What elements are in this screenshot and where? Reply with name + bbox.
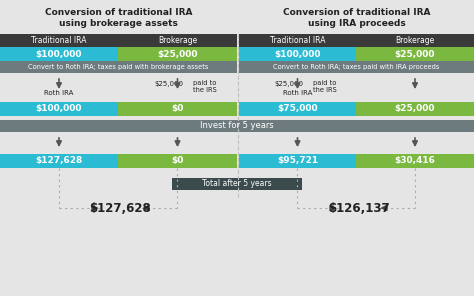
Text: $100,000: $100,000 — [36, 49, 82, 59]
Text: $25,000: $25,000 — [395, 104, 435, 113]
Bar — [0, 34, 118, 47]
Text: $25,000: $25,000 — [274, 81, 303, 87]
Bar — [356, 154, 474, 168]
Bar — [118, 154, 237, 168]
Text: Roth IRA: Roth IRA — [283, 90, 312, 96]
Bar — [356, 102, 474, 116]
Text: $100,000: $100,000 — [274, 49, 321, 59]
Text: $126,137: $126,137 — [328, 202, 389, 215]
Text: $30,416: $30,416 — [394, 157, 436, 165]
Text: $95,721: $95,721 — [277, 157, 318, 165]
Bar — [118, 47, 237, 61]
Text: paid to
the IRS: paid to the IRS — [313, 80, 337, 92]
Text: $127,628: $127,628 — [36, 157, 82, 165]
Text: Roth IRA: Roth IRA — [44, 90, 73, 96]
Text: Traditional IRA: Traditional IRA — [31, 36, 87, 45]
Text: Conversion of traditional IRA
using IRA proceeds: Conversion of traditional IRA using IRA … — [283, 8, 430, 28]
Bar — [239, 102, 356, 116]
Text: $0: $0 — [171, 157, 184, 165]
Text: $75,000: $75,000 — [277, 104, 318, 113]
Bar — [356, 34, 474, 47]
Text: $100,000: $100,000 — [36, 104, 82, 113]
Text: Brokerage: Brokerage — [395, 36, 435, 45]
Bar — [0, 120, 474, 132]
Text: Brokerage: Brokerage — [158, 36, 197, 45]
Bar — [172, 178, 302, 190]
Bar — [239, 61, 474, 73]
Bar — [0, 154, 118, 168]
Text: $25,000: $25,000 — [395, 49, 435, 59]
Text: $127,628: $127,628 — [90, 202, 151, 215]
Text: paid to
the IRS: paid to the IRS — [193, 80, 217, 92]
Text: Convert to Roth IRA; taxes paid with IRA proceeds: Convert to Roth IRA; taxes paid with IRA… — [273, 64, 440, 70]
Text: $0: $0 — [171, 104, 184, 113]
Text: $25,000: $25,000 — [154, 81, 183, 87]
Bar — [118, 102, 237, 116]
Bar — [118, 34, 237, 47]
Bar — [239, 154, 356, 168]
Text: Convert to Roth IRA; taxes paid with brokerage assets: Convert to Roth IRA; taxes paid with bro… — [28, 64, 209, 70]
Text: $25,000: $25,000 — [157, 49, 198, 59]
Bar — [0, 102, 118, 116]
Bar — [239, 34, 356, 47]
Bar — [356, 47, 474, 61]
Bar — [0, 61, 237, 73]
Text: Total after 5 years: Total after 5 years — [202, 179, 272, 189]
Text: Invest for 5 years: Invest for 5 years — [200, 121, 274, 131]
Text: Conversion of traditional IRA
using brokerage assets: Conversion of traditional IRA using brok… — [45, 8, 192, 28]
Bar — [0, 47, 118, 61]
Text: Traditional IRA: Traditional IRA — [270, 36, 325, 45]
Bar — [239, 47, 356, 61]
